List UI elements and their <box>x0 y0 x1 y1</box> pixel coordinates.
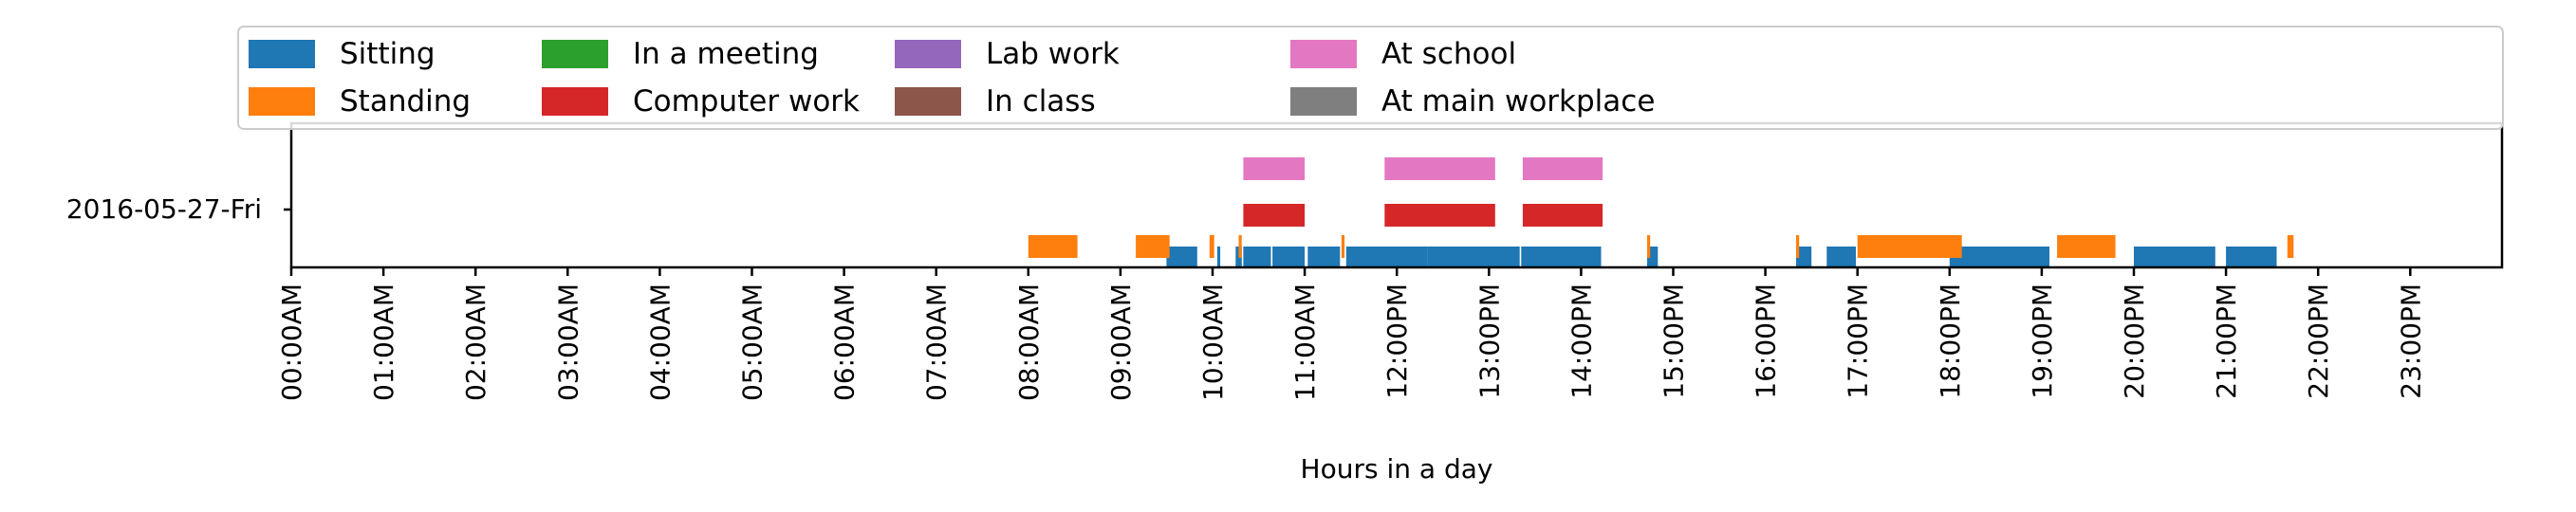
legend-swatch-at-main-workplace <box>1290 87 1357 116</box>
sitting-bar <box>2134 247 2215 267</box>
legend-label-in-class: In class <box>986 84 1096 119</box>
legend-swatch-in-class <box>895 87 961 116</box>
sitting-bar <box>1243 247 1271 267</box>
standing-bar <box>1238 235 1242 258</box>
plot-frame <box>289 121 2504 269</box>
sitting-bar <box>1647 247 1659 267</box>
sitting-bar <box>1272 247 1306 267</box>
x-tick-label: 12:00PM <box>1381 283 1413 399</box>
x-tick-label: 21:00PM <box>2211 283 2242 399</box>
legend-frame <box>237 26 2504 130</box>
legend-swatch-standing <box>249 87 315 116</box>
legend-swatch-sitting <box>249 40 315 68</box>
legend-label-sitting: Sitting <box>340 37 436 71</box>
x-tick-label: 02:00AM <box>460 283 491 401</box>
standing-bar <box>1796 235 1800 258</box>
at-school-bar <box>1384 157 1495 180</box>
x-tick-label: 19:00PM <box>2027 283 2058 399</box>
sitting-bar <box>1345 247 1428 267</box>
x-axis-label: Hours in a day <box>1301 453 1493 485</box>
legend-label-computer-work: Computer work <box>633 84 860 119</box>
standing-bar <box>1209 235 1214 258</box>
standing-bar <box>1341 235 1345 258</box>
sitting-bar <box>1216 247 1221 267</box>
x-tick-label: 00:00AM <box>276 283 307 401</box>
x-tick-label: 10:00AM <box>1197 283 1229 401</box>
activity-bars <box>1028 157 2294 267</box>
y-tick-label: 2016-05-27-Fri <box>66 193 262 225</box>
sitting-bar <box>1307 247 1341 267</box>
standing-bar <box>1857 235 1962 258</box>
x-tick-label: 13:00PM <box>1473 283 1505 399</box>
legend-label-standing: Standing <box>340 84 471 119</box>
x-tick-label: 11:00AM <box>1289 283 1321 401</box>
computer-work-bar <box>1384 204 1495 227</box>
legend-swatch-lab-work <box>895 40 961 68</box>
legend-swatch-computer-work <box>542 87 608 116</box>
standing-bar <box>1136 235 1170 258</box>
x-axis-ticks: 00:00AM 01:00AM 02:00AM 03:00AM 04:00AM 05:00… <box>276 267 2426 401</box>
x-tick-label: 18:00PM <box>1935 283 1966 399</box>
x-tick-label: 05:00AM <box>737 283 769 401</box>
x-tick-label: 22:00PM <box>2303 283 2334 399</box>
x-tick-label: 15:00PM <box>1659 283 1690 399</box>
x-tick-label: 07:00AM <box>921 283 953 401</box>
x-tick-label: 23:00PM <box>2395 283 2426 399</box>
sitting-bar <box>1826 247 1856 267</box>
sitting-bar <box>1427 247 1520 267</box>
legend-label-at-main-workplace: At main workplace <box>1381 84 1655 119</box>
sitting-bar <box>1949 247 2049 267</box>
standing-bar <box>2287 235 2294 258</box>
legend-label-at-school: At school <box>1381 37 1516 71</box>
x-tick-label: 17:00PM <box>1843 283 1874 399</box>
sitting-bar <box>2226 247 2277 267</box>
x-tick-label: 03:00AM <box>552 283 584 401</box>
legend: Sitting Standing In a meeting Computer work… <box>237 26 2504 130</box>
x-tick-label: 14:00PM <box>1566 283 1597 399</box>
x-tick-label: 09:00AM <box>1105 283 1137 401</box>
x-tick-label: 06:00AM <box>829 283 861 401</box>
standing-bar <box>1647 235 1651 258</box>
x-tick-label: 04:00AM <box>644 283 676 401</box>
computer-work-bar <box>1522 204 1603 227</box>
x-tick-label: 16:00PM <box>1751 283 1782 399</box>
sitting-bar <box>1166 247 1197 267</box>
sitting-bar <box>1521 247 1602 267</box>
at-school-bar <box>1243 157 1306 180</box>
computer-work-bar <box>1243 204 1306 227</box>
legend-swatch-in-a-meeting <box>542 40 608 68</box>
sitting-bar <box>1796 247 1812 267</box>
at-school-bar <box>1522 157 1603 180</box>
legend-label-lab-work: Lab work <box>986 37 1120 71</box>
legend-label-in-a-meeting: In a meeting <box>633 37 819 71</box>
standing-bar <box>1028 235 1078 258</box>
standing-bar <box>2057 235 2116 258</box>
x-tick-label: 01:00AM <box>368 283 399 401</box>
x-tick-label: 08:00AM <box>1013 283 1045 401</box>
legend-swatch-at-school <box>1290 40 1357 68</box>
x-tick-label: 20:00PM <box>2119 283 2150 399</box>
